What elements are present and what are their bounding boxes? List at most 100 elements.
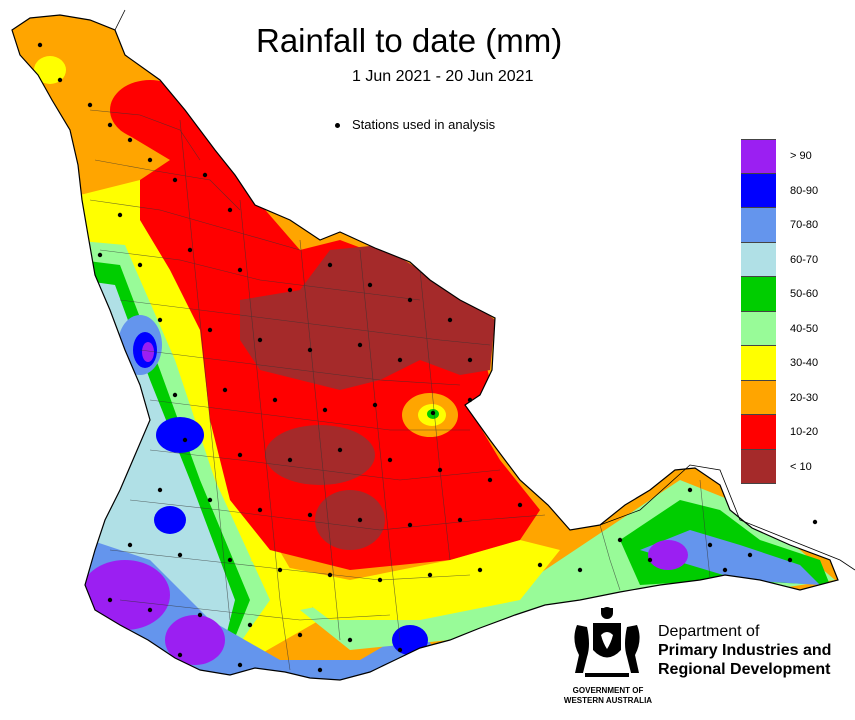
station-dot-icon (37, 42, 43, 48)
legend-item: 50-60 (741, 277, 818, 312)
legend-label: 10-20 (790, 426, 819, 439)
station-dot-icon (127, 137, 133, 143)
station-dot-icon (407, 522, 413, 528)
station-dot-icon (335, 123, 340, 129)
station-dot-icon (227, 557, 233, 563)
station-dot-icon (347, 637, 353, 643)
department-line3: Regional Development (658, 661, 831, 678)
zone-80-90-albany (392, 625, 428, 655)
station-dot-icon (277, 567, 283, 573)
legend-item: > 90 (741, 139, 818, 174)
station-dot-icon (227, 207, 233, 213)
station-dot-icon (357, 342, 363, 348)
station-dot-icon (327, 572, 333, 578)
government-line1: GOVERNMENT OF (572, 686, 644, 695)
station-dot-icon (257, 507, 263, 513)
station-dot-icon (207, 497, 213, 503)
station-dot-icon (157, 487, 163, 493)
legend-swatch (741, 242, 776, 277)
legend-label: 70-80 (790, 219, 819, 232)
legend-item: 40-50 (741, 311, 819, 346)
legend-swatch (741, 277, 776, 312)
station-dot-icon (117, 212, 123, 218)
station-dot-icon (287, 287, 293, 293)
station-dot-icon (107, 597, 113, 603)
zone-lt10-south (265, 425, 375, 485)
zone-gt90-coast (142, 342, 154, 362)
station-dot-icon (57, 77, 63, 83)
zone-30-40-north (34, 56, 66, 84)
zone-30-40-south (250, 540, 560, 620)
station-dot-icon (237, 267, 243, 273)
government-line2: WESTERN AUSTRALIA (563, 696, 653, 705)
station-dot-icon (237, 662, 243, 668)
station-dot-icon (237, 452, 243, 458)
station-dot-icon (257, 337, 263, 343)
station-dot-icon (477, 567, 483, 573)
station-dot-icon (487, 477, 493, 483)
legend-swatch (741, 415, 776, 450)
station-dot-icon (147, 157, 153, 163)
station-dot-icon (537, 562, 543, 568)
station-dot-icon (427, 572, 433, 578)
station-dot-icon (272, 397, 278, 403)
station-dot-icon (172, 392, 178, 398)
station-dot-icon (437, 467, 443, 473)
legend-swatch (741, 380, 776, 415)
legend-swatch (741, 139, 776, 174)
station-dot-icon (687, 487, 693, 493)
station-dot-icon (722, 567, 728, 573)
legend-label: 20-30 (790, 391, 819, 404)
stations-legend-label: Stations used in analysis (352, 117, 496, 132)
station-dot-icon (87, 102, 93, 108)
zone-70-80-southcoast (640, 530, 820, 585)
legend-item: 10-20 (741, 415, 818, 450)
station-dot-icon (207, 327, 213, 333)
legend-swatch (741, 449, 776, 484)
coastline-east (599, 464, 855, 571)
crest-icon (574, 607, 640, 677)
station-dot-icon (467, 357, 473, 363)
station-dot-icon (812, 519, 818, 525)
station-dot-icon (377, 577, 383, 583)
station-dot-icon (447, 317, 453, 323)
zone-gt90-south (165, 615, 225, 665)
legend-item: 30-40 (741, 346, 818, 381)
region-outline (11, 14, 839, 681)
station-dot-icon (222, 387, 228, 393)
legend-item: 20-30 (741, 380, 819, 415)
station-dot-icon (577, 567, 583, 573)
legend: > 90 80-90 70-80 60-70 50-60 40-50 30-40… (741, 139, 818, 484)
department-line2: Primary Industries and (658, 642, 832, 659)
station-dot-icon (177, 652, 183, 658)
station-dot-icon (202, 172, 208, 178)
station-dot-icon (187, 247, 193, 253)
station-dot-icon (147, 607, 153, 613)
station-dot-icon (647, 557, 653, 563)
station-dot-icon (357, 517, 363, 523)
legend-swatch (741, 346, 776, 381)
station-dot-icon (397, 357, 403, 363)
shire-boundaries (89, 109, 711, 671)
legend-item: 80-90 (741, 173, 818, 208)
station-dot-icon (137, 262, 143, 268)
station-dot-icon (372, 402, 378, 408)
legend-label: 40-50 (790, 322, 819, 335)
stations (37, 42, 818, 673)
station-dot-icon (407, 297, 413, 303)
station-dot-icon (367, 282, 373, 288)
legend-swatch (741, 173, 776, 208)
legend-label: 60-70 (790, 253, 819, 266)
legend-item: 70-80 (741, 208, 818, 243)
zone-10-20-north (110, 80, 190, 140)
station-dot-icon (322, 407, 328, 413)
zone-gt90-esperance (648, 540, 688, 570)
station-dot-icon (157, 317, 163, 323)
map-title: Rainfall to date (mm) (256, 22, 563, 59)
station-dot-icon (297, 632, 303, 638)
station-dot-icon (467, 397, 473, 403)
coastline-north (114, 9, 126, 31)
station-dot-icon (747, 552, 753, 558)
station-dot-icon (97, 252, 103, 258)
